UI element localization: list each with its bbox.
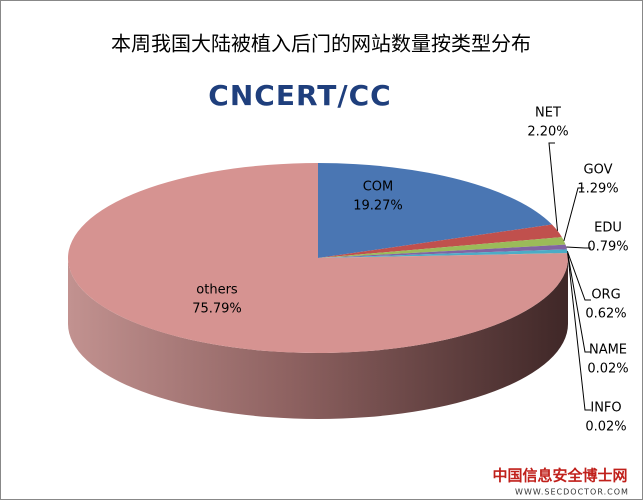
leader-line — [566, 251, 591, 301]
slice-value-label: 19.27% — [353, 199, 403, 214]
slice-value-label: 0.62% — [585, 307, 626, 322]
slice — [318, 224, 562, 258]
slice-label: others — [196, 283, 238, 298]
slice — [318, 163, 552, 258]
slice — [318, 253, 568, 258]
slice — [68, 163, 569, 353]
watermark-url: WWW.SECDOCTOR.COM — [515, 488, 629, 497]
slice-label: GOV — [584, 163, 613, 178]
leader-line — [567, 253, 591, 353]
slice-value-label: 0.02% — [585, 420, 626, 435]
leader-line — [567, 253, 591, 411]
slice-label: EDU — [594, 221, 622, 236]
slice-value-label: 75.79% — [192, 302, 242, 317]
slice — [318, 244, 567, 258]
slice-label: NAME — [589, 343, 627, 358]
slice-value-label: 0.02% — [587, 362, 628, 377]
leader-line — [548, 142, 558, 231]
slice — [318, 253, 568, 258]
watermark-site: 中国信息安全博士网 — [492, 467, 627, 485]
chart-title: 本周我国大陆被植入后门的网站数量按类型分布 — [111, 32, 531, 56]
slice-value-label: 0.79% — [587, 240, 628, 255]
pie: COM 19.27% NET 2.20% GOV 1.29% EDU 0.79% ORG 0.62… — [68, 106, 629, 435]
slice — [318, 237, 566, 258]
slice — [318, 249, 568, 258]
slice-label: COM — [363, 180, 394, 195]
slice-side — [68, 258, 568, 419]
slice-label: NET — [535, 106, 561, 121]
slice-value-label: 1.29% — [577, 182, 618, 197]
leader-line — [566, 246, 591, 249]
slice-value-label: 2.20% — [527, 125, 568, 140]
slice-label: INFO — [590, 401, 621, 416]
logo: CNCERT/CC — [208, 79, 391, 112]
slice-label: ORG — [591, 288, 620, 303]
leader-line — [563, 187, 584, 242]
